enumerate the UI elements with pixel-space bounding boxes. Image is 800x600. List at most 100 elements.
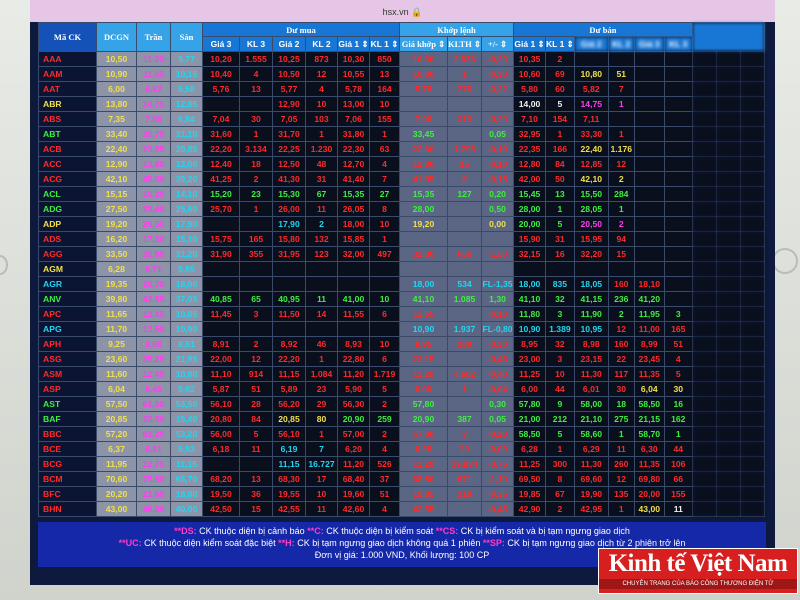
match-col-header[interactable]: KLTH ⇕ (446, 36, 483, 52)
ask-vol-2: 2 (607, 216, 635, 232)
table-row[interactable]: ANV 39,80 42,55 37,05 40,85 65 40,95 11 41,00 10 4… (38, 291, 765, 307)
symbol[interactable]: ADP (38, 216, 97, 232)
ref-price: 33,40 (96, 126, 137, 142)
symbol[interactable]: BCG (38, 456, 97, 472)
table-row[interactable]: BHN 43,00 46,00 40,00 42,50 15 42,55 11 42,60 4 42… (38, 501, 765, 517)
bid-vol-1: 6 (369, 351, 400, 367)
table-row[interactable]: APH 9,25 9,89 8,61 8,91 2 8,92 46 8,93 10 8,95 289-… (38, 336, 765, 352)
buy-col-header[interactable]: KL 3 (239, 36, 273, 52)
match-price: 32,00 (399, 246, 448, 262)
table-row[interactable]: ADP 19,20 20,50 17,90 17,90 2 18,00 10 19,20 0,00… (38, 216, 765, 232)
symbol[interactable]: AAT (38, 81, 97, 97)
bid-vol-1: 5 (369, 381, 400, 397)
table-row[interactable]: ASP 6,04 6,46 5,62 5,87 51 5,89 23 5,90 5 6,00 1 -0,… (38, 381, 765, 397)
sell-col-header[interactable]: KL 2 (607, 36, 635, 52)
table-row[interactable]: ADG 27,50 29,40 25,60 25,70 1 26,00 11 26,05 8 28,… (38, 201, 765, 217)
table-row[interactable]: AAM 10,90 11,65 10,15 10,40 4 10,50 12 10,55 13 10… (38, 66, 765, 82)
buy-col-header[interactable]: Giá 1 ⇕ (337, 36, 370, 52)
ref-price: 11,65 (96, 306, 137, 322)
ask-vol-1: 16 (545, 246, 575, 262)
ask-price-1: 21,00 (513, 411, 547, 427)
table-row[interactable]: BFC 20,20 21,60 18,80 19,50 36 19,55 10 19,60 51 1… (38, 486, 765, 502)
ask-vol-2 (607, 51, 635, 67)
symbol[interactable]: APH (38, 336, 97, 352)
table-row[interactable]: AGG 33,50 35,80 31,20 31,90 355 31,95 123 32,00 4… (38, 246, 765, 262)
symbol[interactable]: ADS (38, 231, 97, 247)
symbol[interactable]: ASP (38, 381, 97, 397)
blurred-cell (715, 396, 741, 412)
ask-vol-1: 3 (545, 306, 575, 322)
table-row[interactable]: ACC 12,90 13,80 12,00 12,40 18 12,50 48 12,70 4 12… (38, 156, 765, 172)
table-row[interactable]: BCE 6,37 6,81 5,93 6,18 11 6,19 7 6,20 4 6,28 20 -0,… (38, 441, 765, 457)
symbol[interactable]: BCM (38, 471, 97, 487)
symbol[interactable]: ACC (38, 156, 97, 172)
table-row[interactable]: APG 11,70 12,50 10,90 10,90 1.937 FL-0,80 10,90… (38, 321, 765, 337)
table-row[interactable]: ASM 11,60 12,40 10,80 11,10 914 11,15 1.084 11,2… (38, 366, 765, 382)
buy-col-header[interactable]: Giá 3 (202, 36, 240, 52)
buy-col-header[interactable]: KL 2 (305, 36, 338, 52)
table-row[interactable]: ACL 15,15 16,20 14,10 15,20 23 15,30 67 15,35 27 1… (38, 186, 765, 202)
symbol[interactable]: ABT (38, 126, 97, 142)
symbol[interactable]: AST (38, 396, 97, 412)
buy-col-header[interactable]: KL 1 ⇕ (369, 36, 400, 52)
table-row[interactable]: AST 57,50 61,50 53,50 56,10 28 56,20 29 56,30 2 57… (38, 396, 765, 412)
match-col-header[interactable]: +/- ⇕ (481, 36, 515, 52)
ask-vol-2: 1 (607, 126, 635, 142)
table-row[interactable]: ASG 23,60 25,25 21,95 22,00 12 22,20 1 22,80 6 23,… (38, 351, 765, 367)
symbol[interactable]: ADG (38, 201, 97, 217)
table-row[interactable]: AAT 6,00 6,42 5,58 5,76 13 5,77 4 5,78 164 5,78 276… (38, 81, 765, 97)
table-row[interactable]: ADS 16,20 17,30 15,10 15,75 165 15,80 132 15,85 1… (38, 231, 765, 247)
blurred-cell (691, 321, 717, 337)
symbol[interactable]: ACB (38, 141, 97, 157)
table-row[interactable]: APC 11,65 12,45 10,85 11,45 3 11,50 14 11,55 6 11,… (38, 306, 765, 322)
symbol[interactable]: ACL (38, 186, 97, 202)
match-volume (446, 501, 483, 517)
table-row[interactable]: AGR 19,35 20,70 18,00 18,00 534 FL-1,35 18,00 83… (38, 276, 765, 292)
bid-price-2: 11,50 (272, 306, 306, 322)
symbol[interactable]: ACG (38, 171, 97, 187)
symbol[interactable]: APG (38, 321, 97, 337)
symbol[interactable]: BHN (38, 501, 97, 517)
symbol[interactable]: AGM (38, 261, 97, 277)
legend-code: **SP: (482, 538, 505, 548)
sell-col-header[interactable]: Giá 3 (633, 36, 665, 52)
blurred-cell (691, 141, 717, 157)
symbol[interactable]: AAA (38, 51, 97, 67)
buy-col-header[interactable]: Giá 2 (272, 36, 306, 52)
table-row[interactable]: AGM 6,28 6,71 5,85 (38, 261, 765, 277)
table-row[interactable]: ACG 42,10 45,00 39,20 41,25 2 41,30 31 41,40 7 41,… (38, 171, 765, 187)
symbol[interactable]: AGG (38, 246, 97, 262)
table-row[interactable]: BBC 57,20 61,20 53,20 56,00 5 56,10 1 57,00 2 57,0… (38, 426, 765, 442)
ask-vol-2 (607, 111, 635, 127)
home-button[interactable] (772, 248, 798, 274)
table-row[interactable]: ABS 7,35 7,86 6,84 7,04 30 7,05 103 7,06 155 7,06 3… (38, 111, 765, 127)
table-row[interactable]: BAF 20,85 22,30 19,40 20,80 84 20,85 80 20,90 259… (38, 411, 765, 427)
floor-price: 21,95 (170, 351, 203, 367)
symbol[interactable]: ABS (38, 111, 97, 127)
browser-address-bar[interactable]: hsx.vn 🔒 (30, 0, 775, 22)
ask-price-2: 42,95 (573, 501, 609, 517)
ref-price: 20,20 (96, 486, 137, 502)
match-col-header[interactable]: Giá khớp ⇕ (399, 36, 448, 52)
symbol[interactable]: ANV (38, 291, 97, 307)
table-row[interactable]: BCG 11,95 12,75 11,15 11,15 16.727 11,20 526 11,… (38, 456, 765, 472)
sell-col-header[interactable]: Giá 2 (573, 36, 609, 52)
symbol[interactable]: BCE (38, 441, 97, 457)
symbol[interactable]: ABR (38, 96, 97, 112)
symbol[interactable]: AGR (38, 276, 97, 292)
symbol[interactable]: BAF (38, 411, 97, 427)
table-row[interactable]: BCM 70,60 75,50 65,70 68,20 13 68,30 17 68,40 37 6… (38, 471, 765, 487)
symbol[interactable]: BFC (38, 486, 97, 502)
sell-col-header[interactable]: Giá 1 ⇕ (513, 36, 547, 52)
symbol[interactable]: APC (38, 306, 97, 322)
sell-col-header[interactable]: KL 3 (663, 36, 693, 52)
table-row[interactable]: ACB 22,40 23,95 20,85 22,20 3.134 22,25 1.230 22… (38, 141, 765, 157)
sell-col-header[interactable]: KL 1 ⇕ (545, 36, 575, 52)
table-row[interactable]: AAA 10,50 11,20 9,77 10,20 1.555 10,25 873 10,30… (38, 51, 765, 67)
table-row[interactable]: ABR 13,80 14,75 12,85 12,90 10 13,00 10 14,00 5 14… (38, 96, 765, 112)
symbol[interactable]: AAM (38, 66, 97, 82)
symbol[interactable]: BBC (38, 426, 97, 442)
symbol[interactable]: ASM (38, 366, 97, 382)
table-row[interactable]: ABT 33,40 35,70 31,10 31,60 1 31,70 1 31,80 1 33,4… (38, 126, 765, 142)
symbol[interactable]: ASG (38, 351, 97, 367)
